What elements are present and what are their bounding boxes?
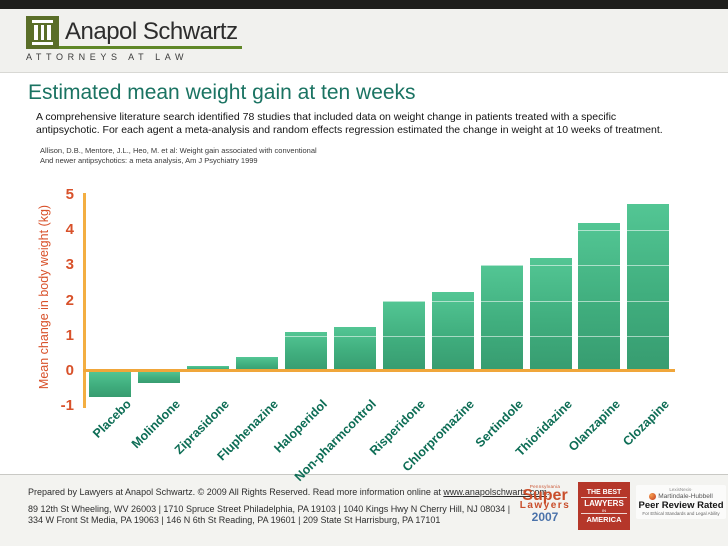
gridline bbox=[86, 265, 674, 267]
lexisnexis-label: LexisNexis· bbox=[669, 487, 693, 492]
footer: Prepared by Lawyers at Anapol Schwartz. … bbox=[0, 474, 728, 546]
y-tick-label: 1 bbox=[65, 326, 74, 344]
brand-name: Anapol Schwartz bbox=[65, 18, 238, 45]
peer-review-subtext: For Ethical Standards and Legal Ability bbox=[642, 511, 720, 516]
super-lawyers-word: Super bbox=[522, 487, 568, 504]
bar-olanzapine bbox=[578, 223, 621, 371]
best-lawyers-line1: THE BEST bbox=[586, 488, 622, 496]
slide-title: Estimated mean weight gain at ten weeks bbox=[28, 81, 416, 104]
bar-placebo bbox=[89, 371, 132, 398]
best-lawyers-line3: IN bbox=[602, 507, 606, 513]
subtitle-line-1: A comprehensive literature search identi… bbox=[36, 111, 617, 123]
martindale-name: Martindale-Hubbell bbox=[658, 493, 713, 500]
y-tick-label: 5 bbox=[65, 186, 74, 203]
bar-non-pharmcontrol bbox=[333, 327, 376, 371]
y-tick-label: 2 bbox=[65, 291, 74, 309]
brand-tagline: ATTORNEYS AT LAW bbox=[26, 52, 189, 62]
peer-review-rated-text: Peer Review Rated bbox=[638, 500, 724, 511]
slide-subtitle: A comprehensive literature search identi… bbox=[36, 111, 663, 137]
subtitle-line-2: antipsychotic. For each agent a meta-ana… bbox=[36, 124, 663, 136]
columns-icon bbox=[26, 16, 59, 49]
super-lawyers-year: 2007 bbox=[531, 509, 559, 524]
y-axis-line bbox=[83, 193, 86, 408]
y-tick-label: 3 bbox=[65, 256, 74, 274]
super-lawyers-state: Pennsylvania bbox=[529, 484, 561, 489]
bar-clozapine bbox=[627, 203, 670, 371]
gridline bbox=[86, 335, 674, 337]
x-axis-line bbox=[83, 369, 675, 372]
gridline bbox=[86, 230, 674, 232]
y-tick-label: -1 bbox=[60, 397, 74, 415]
top-accent-bar bbox=[0, 0, 728, 9]
best-lawyers-badge: THE BEST LAWYERS IN AMERICA bbox=[578, 482, 630, 530]
anapol-schwartz-logo: Anapol Schwartz ATTORNEYS AT LAW bbox=[26, 16, 242, 62]
super-lawyers-word2: Lawyers bbox=[519, 499, 571, 511]
bar-risperidone bbox=[382, 300, 425, 371]
gridline bbox=[86, 300, 674, 302]
y-tick-label: 4 bbox=[65, 221, 74, 239]
copyright-line: Prepared by Lawyers at Anapol Schwartz. … bbox=[28, 487, 549, 497]
address-line-2: 334 W Front St Media, PA 19063 | 146 N 6… bbox=[28, 515, 441, 525]
header: Anapol Schwartz ATTORNEYS AT LAW bbox=[0, 9, 728, 73]
martindale-hubbell-badge: LexisNexis· Martindale-Hubbell Peer Revi… bbox=[636, 485, 726, 519]
bar-molindone bbox=[138, 371, 181, 384]
bar-sertindole bbox=[480, 265, 523, 371]
best-lawyers-line4: AMERICA bbox=[581, 512, 627, 524]
citation: Allison, D.B., Mentore, J.L., Heo, M. et… bbox=[40, 146, 317, 165]
copyright-period: . bbox=[546, 487, 550, 497]
copyright-text: Prepared by Lawyers at Anapol Schwartz. … bbox=[28, 487, 444, 497]
bar-chart: Mean change in body weight (kg) 5 4 3 2 1 0 -1… bbox=[37, 186, 675, 484]
bar-chlorpromazine bbox=[431, 291, 474, 371]
super-lawyers-badge: Pennsylvania Super Lawyers 2007 bbox=[516, 484, 574, 524]
office-addresses: 89 12th St Wheeling, WV 26003 | 1710 Spr… bbox=[28, 504, 510, 526]
address-line-1: 89 12th St Wheeling, WV 26003 | 1710 Spr… bbox=[28, 504, 511, 514]
bar-fluphenazine bbox=[236, 356, 279, 371]
bar-thioridazine bbox=[529, 258, 572, 371]
website-link[interactable]: www.anapolschwartz.com bbox=[443, 487, 547, 497]
martindale-sphere-icon bbox=[649, 493, 657, 500]
citation-line-2: And newer antipsychotics: a meta analysi… bbox=[40, 155, 258, 165]
best-lawyers-line2: LAWYERS bbox=[581, 496, 627, 508]
bar-ziprasidone bbox=[187, 365, 230, 371]
bar-haloperidol bbox=[285, 332, 328, 371]
citation-line-1: Allison, D.B., Mentore, J.L., Heo, M. et… bbox=[40, 146, 317, 155]
y-tick-label: 0 bbox=[65, 362, 74, 379]
